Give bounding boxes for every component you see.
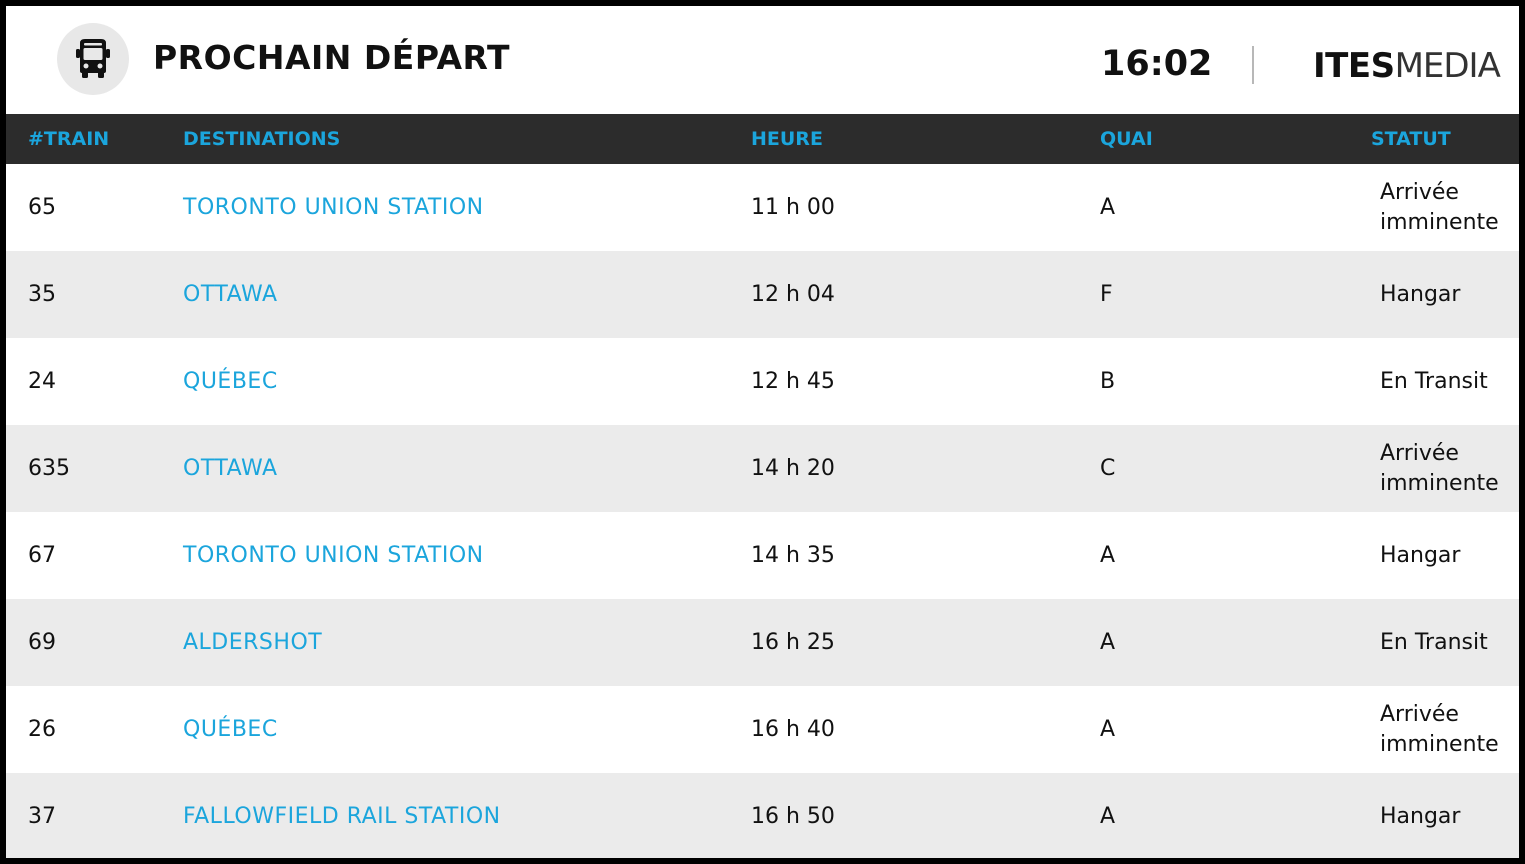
- departure-time: 16 h 25: [751, 630, 835, 655]
- destination: FALLOWFIELD RAIL STATION: [183, 804, 501, 829]
- status: Arrivée imminente: [1380, 701, 1499, 757]
- status: En Transit: [1380, 368, 1488, 394]
- brand-logo-light: MEDIA: [1394, 46, 1501, 86]
- table-row: 26 QUÉBEC 16 h 40 A Arrivée imminente: [6, 686, 1519, 773]
- column-header-train: #TRAIN: [28, 128, 110, 150]
- destination: ALDERSHOT: [183, 630, 323, 655]
- train-number: 69: [28, 630, 56, 655]
- train-number: 67: [28, 543, 56, 568]
- departure-time: 11 h 00: [751, 195, 835, 220]
- status: En Transit: [1380, 629, 1488, 655]
- destination: TORONTO UNION STATION: [183, 195, 484, 220]
- train-number: 37: [28, 804, 56, 829]
- column-header-platform: QUAI: [1100, 128, 1153, 150]
- departure-board: PROCHAIN DÉPART 16:02 ITESMEDIA #TRAIN D…: [6, 6, 1519, 858]
- table-header: #TRAIN DESTINATIONS HEURE QUAI STATUT: [6, 114, 1519, 164]
- train-number: 65: [28, 195, 56, 220]
- train-number: 635: [28, 456, 70, 481]
- departure-time: 14 h 20: [751, 456, 835, 481]
- departure-time: 14 h 35: [751, 543, 835, 568]
- destination: OTTAWA: [183, 456, 278, 481]
- train-number: 24: [28, 369, 56, 394]
- departure-time: 16 h 50: [751, 804, 835, 829]
- platform: B: [1100, 369, 1116, 394]
- departure-time: 12 h 04: [751, 282, 835, 307]
- train-number: 35: [28, 282, 56, 307]
- platform: A: [1100, 195, 1116, 220]
- table-row: 24 QUÉBEC 12 h 45 B En Transit: [6, 338, 1519, 425]
- bus-icon-badge: [57, 23, 129, 95]
- departure-time: 12 h 45: [751, 369, 835, 394]
- brand-logo: ITESMEDIA: [1313, 46, 1501, 86]
- platform: A: [1100, 630, 1116, 655]
- destination: QUÉBEC: [183, 369, 278, 394]
- table-row: 67 TORONTO UNION STATION 14 h 35 A Hanga…: [6, 512, 1519, 599]
- table-row: 65 TORONTO UNION STATION 11 h 00 A Arriv…: [6, 164, 1519, 251]
- column-header-time: HEURE: [751, 128, 823, 150]
- status: Arrivée imminente: [1380, 440, 1499, 496]
- table-row: 69 ALDERSHOT 16 h 25 A En Transit: [6, 599, 1519, 686]
- table-row: 35 OTTAWA 12 h 04 F Hangar: [6, 251, 1519, 338]
- bus-icon: [76, 39, 110, 78]
- brand-logo-bold: ITES: [1313, 46, 1395, 86]
- platform: C: [1100, 456, 1116, 481]
- destination: TORONTO UNION STATION: [183, 543, 484, 568]
- status: Hangar: [1380, 542, 1461, 568]
- table-row: 37 FALLOWFIELD RAIL STATION 16 h 50 A Ha…: [6, 773, 1519, 858]
- train-number: 26: [28, 717, 56, 742]
- platform: A: [1100, 543, 1116, 568]
- departure-time: 16 h 40: [751, 717, 835, 742]
- page-title: PROCHAIN DÉPART: [153, 38, 510, 77]
- column-header-status: STATUT: [1371, 128, 1451, 150]
- destination: QUÉBEC: [183, 717, 278, 742]
- platform: F: [1100, 282, 1113, 307]
- current-time: 16:02: [1101, 44, 1213, 84]
- status: Hangar: [1380, 803, 1461, 829]
- destination: OTTAWA: [183, 282, 278, 307]
- table-row: 635 OTTAWA 14 h 20 C Arrivée imminente: [6, 425, 1519, 512]
- header-divider: [1252, 46, 1254, 84]
- status: Hangar: [1380, 281, 1461, 307]
- column-header-destinations: DESTINATIONS: [183, 128, 341, 150]
- platform: A: [1100, 717, 1116, 742]
- top-bar: PROCHAIN DÉPART 16:02 ITESMEDIA: [6, 6, 1519, 114]
- platform: A: [1100, 804, 1116, 829]
- status: Arrivée imminente: [1380, 179, 1499, 235]
